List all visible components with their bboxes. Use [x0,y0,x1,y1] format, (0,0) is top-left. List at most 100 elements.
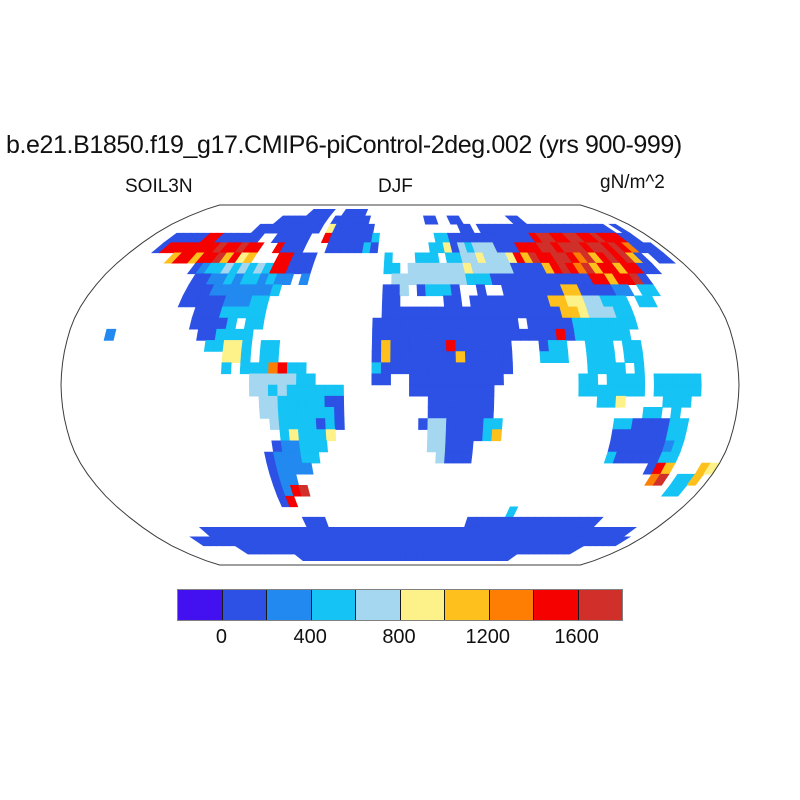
map-cell [634,384,646,397]
map-cell [307,429,318,442]
map-cell [578,384,589,397]
map-cell [315,395,326,408]
map-cell [652,473,670,486]
map-cell [681,384,693,397]
map-cell [662,373,674,386]
map-cell [643,262,663,275]
map-cell [472,328,484,341]
colorbar-tick-label: 0 [215,626,227,648]
map-cell [399,362,410,375]
map-cell [651,406,663,419]
map-cell [415,273,426,286]
map-cell [615,373,627,386]
map-cell [408,351,420,364]
map-cell [390,306,401,319]
map-cell [615,384,627,397]
colorbar [177,589,623,621]
map-cell [334,406,345,419]
map-cell [381,295,392,308]
colorbar-segment [266,590,311,620]
map-cell [548,351,560,364]
map-cell [472,429,484,442]
plot-title: b.e21.B1850.f19_g17.CMIP6-piControl-2deg… [6,131,682,159]
map-cell [586,351,598,364]
map-cell [405,536,414,547]
map-cell [383,252,393,264]
map-cell [587,362,598,375]
map-cell [490,317,502,330]
map-cell [587,373,599,386]
map-cell [399,340,410,352]
map-cell [615,395,627,408]
map-cell [518,328,530,341]
map-cell [427,395,438,408]
map-cell [501,553,518,562]
map-cell [372,317,383,330]
map-cell [465,384,476,397]
map-cell [267,384,279,397]
map-cell [280,440,292,453]
map-cell [604,351,616,364]
map-cell [436,351,448,364]
map-cell [502,362,514,375]
map-cell [681,373,693,386]
map-cell [436,328,447,341]
map-cell [463,429,475,442]
map-cell [408,317,419,330]
map-cell [426,306,437,319]
map-cell [475,284,488,297]
map-cell [482,418,494,430]
map-cell [474,373,486,386]
map-cell [286,384,297,397]
map-cell [562,545,585,555]
map-cell [380,373,391,386]
map-cell [446,384,457,397]
map-cell [596,362,608,375]
map-cell [491,328,503,341]
colorbar-tick-label: 1600 [554,626,599,648]
map-cell [311,223,325,234]
map-cell [501,340,513,352]
map-cell [334,418,345,430]
colorbar-segment [399,590,444,620]
map-cell [670,406,682,419]
map-cell [371,362,382,375]
map-cell [493,362,504,375]
map-cell [392,536,401,547]
map-cell [606,384,617,397]
map-cell [474,384,486,397]
map-cell [435,451,446,464]
map-cell [298,440,310,453]
map-cell [527,328,540,341]
map-cell [240,351,252,364]
map-cell [499,317,511,330]
map-cell [450,284,462,297]
map-cell [427,406,438,419]
map-cell [446,351,457,364]
map-cell [432,273,443,286]
map-cell [286,362,298,375]
map-cell [484,362,495,375]
map-cell [509,328,521,341]
map-cell [296,384,307,397]
map-cell [279,429,291,442]
map-cell [287,418,299,430]
map-cell [399,306,410,319]
map-cell [222,340,234,352]
map-cell [653,384,665,397]
map-cell [278,418,290,430]
map-cell [437,362,448,375]
map-cell [277,406,289,419]
map-cell [258,373,269,386]
map-cell [482,429,493,442]
map-cell [417,317,428,330]
map-cell [103,328,117,341]
map-cell [654,252,677,264]
map-cell [597,384,608,397]
map-cell [427,340,438,352]
map-cell [386,536,395,547]
map-cell [407,262,417,275]
map-cell [409,373,420,386]
map-cell [381,306,392,319]
map-cell [277,384,288,397]
